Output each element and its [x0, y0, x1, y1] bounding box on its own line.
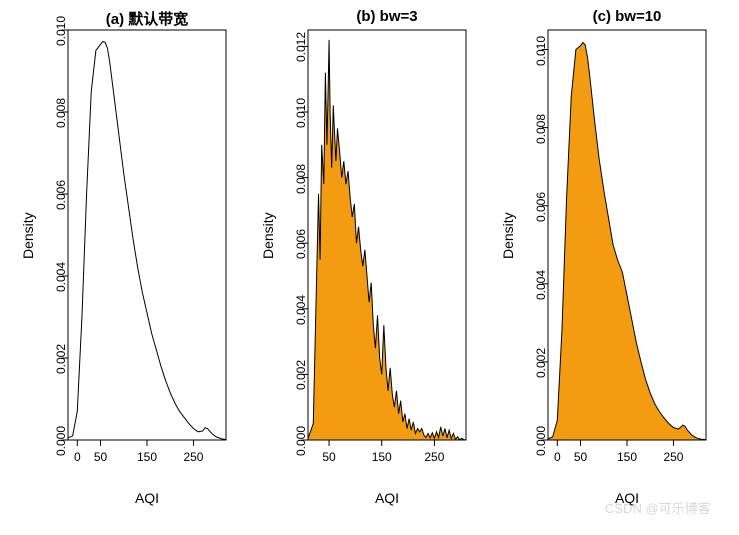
x-tick-label: 250	[178, 450, 208, 464]
y-tick-label: 0.000	[54, 426, 68, 456]
x-tick-label: 50	[86, 450, 116, 464]
y-tick-label: 0.008	[54, 98, 68, 128]
y-tick-label: 0.002	[54, 344, 68, 374]
y-tick-label: 0.006	[294, 229, 308, 259]
y-tick-label: 0.006	[534, 192, 548, 222]
panel-c-plot	[540, 22, 714, 448]
x-axis-label: AQI	[548, 490, 706, 506]
y-tick-label: 0.012	[294, 32, 308, 62]
y-tick-label: 0.008	[534, 114, 548, 144]
x-axis-label: AQI	[308, 490, 466, 506]
y-tick-label: 0.004	[534, 270, 548, 300]
x-tick-label: 150	[612, 450, 642, 464]
density-figure: CSDN @可乐博客 (a) 默认带宽0501502500.0000.0020.…	[0, 0, 739, 535]
panel-a-plot	[60, 22, 234, 448]
y-tick-label: 0.000	[534, 426, 548, 456]
y-tick-label: 0.010	[294, 98, 308, 128]
y-axis-label: Density	[260, 212, 276, 259]
y-axis-label: Density	[500, 212, 516, 259]
y-tick-label: 0.002	[294, 360, 308, 390]
x-tick-label: 150	[367, 450, 397, 464]
y-tick-label: 0.004	[294, 295, 308, 325]
y-tick-label: 0.010	[54, 16, 68, 46]
panel-b-plot	[300, 22, 474, 448]
x-tick-label: 250	[419, 450, 449, 464]
density-area	[548, 43, 706, 441]
x-tick-label: 250	[658, 450, 688, 464]
y-tick-label: 0.000	[294, 426, 308, 456]
y-axis-label: Density	[20, 212, 36, 259]
density-line	[68, 41, 226, 439]
x-tick-label: 50	[566, 450, 596, 464]
x-axis-label: AQI	[68, 490, 226, 506]
y-tick-label: 0.002	[534, 348, 548, 378]
x-tick-label: 50	[314, 450, 344, 464]
y-tick-label: 0.010	[534, 35, 548, 65]
y-tick-label: 0.008	[294, 164, 308, 194]
x-tick-label: 150	[132, 450, 162, 464]
y-tick-label: 0.006	[54, 180, 68, 210]
y-tick-label: 0.004	[54, 262, 68, 292]
